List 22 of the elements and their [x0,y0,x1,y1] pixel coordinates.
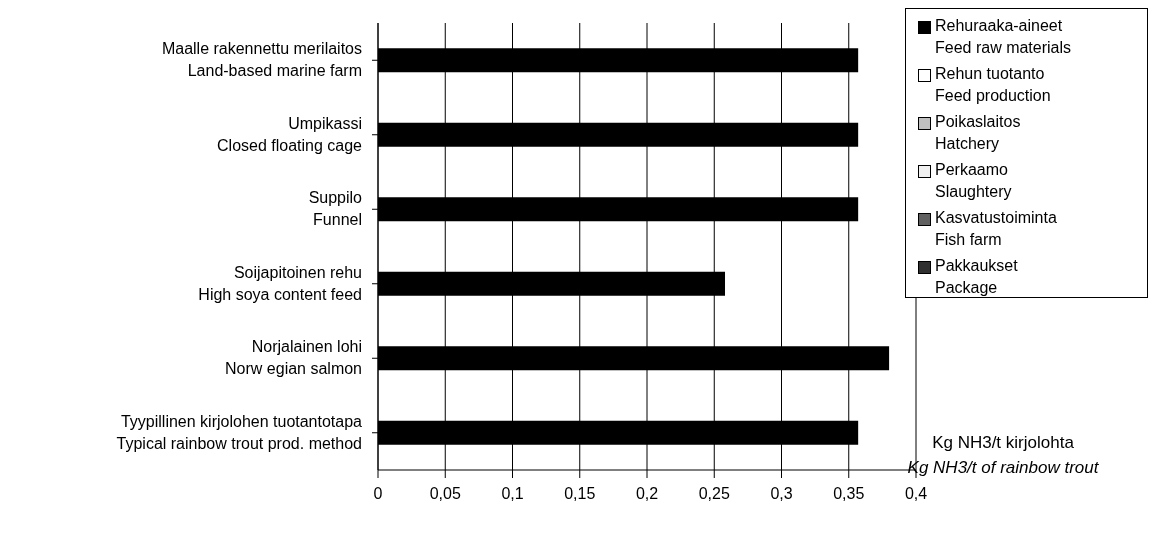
legend-label: Perkaamo Slaughtery [935,160,1012,202]
x-tick-label: 0,15 [564,485,596,503]
x-tick-label: 0,05 [429,485,461,503]
legend-label: Poikaslaitos Hatchery [935,112,1021,154]
x-tick-label: 0,35 [833,485,865,503]
y-tick-label: Soijapitoinen rehu High soya content feed [198,263,362,303]
x-tick-label: 0,1 [501,485,524,503]
y-tick-label: Maalle rakennettu merilaitos Land-based marine farm [161,40,362,80]
y-tick-label: Tyypillinen kirjolohen tuotantotapa Typical rainbow trout prod. method [116,412,363,452]
x-axis-title: Kg NH3/t kirjolohta Kg NH3/t of rainbow trout [906,432,1100,479]
legend-label: Kasvatustoiminta Fish farm [935,208,1057,250]
x-tick-label: 0 [373,485,383,503]
legend-label: Rehun tuotanto Feed production [935,64,1051,106]
legend-label: Rehuraaka-aineet Feed raw materials [935,16,1072,58]
y-tick-label: Umpikassi Closed floating cage [217,114,363,154]
legend-label: Pakkaukset Package [935,256,1018,298]
x-tick-label: 0,4 [904,485,928,503]
y-tick-label: Norjalainen lohi Norw egian salmon [225,338,362,378]
y-tick-label: Suppilo Funnel [308,189,363,229]
x-tick-label: 0,25 [698,485,730,503]
x-tick-label: 0,2 [635,485,659,503]
x-tick-label: 0,3 [770,485,793,503]
